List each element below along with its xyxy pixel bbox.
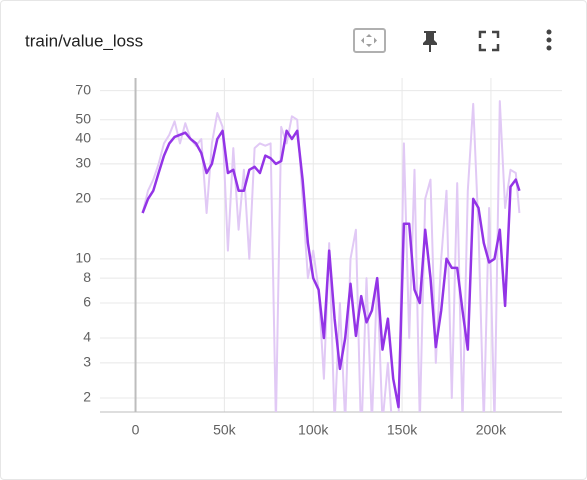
y-tick-label: 10 [75, 250, 91, 266]
x-tick-label: 100k [298, 422, 329, 438]
y-tick-label: 8 [83, 269, 91, 285]
y-tick-label: 3 [83, 354, 91, 370]
y-tick-label: 50 [75, 110, 91, 126]
x-tick-label: 150k [387, 422, 418, 438]
series-line [141, 100, 521, 412]
y-tick-label: 40 [75, 130, 91, 146]
y-tick-label: 6 [83, 294, 91, 310]
chart-title: train/value_loss [25, 31, 143, 50]
y-tick-label: 2 [83, 389, 91, 405]
y-tick-label: 70 [75, 81, 91, 97]
y-tick-label: 30 [75, 155, 91, 171]
plot-area [141, 100, 521, 412]
x-tick-label: 0 [132, 422, 140, 438]
x-tick-label: 50k [213, 422, 237, 438]
x-tick-label: 200k [476, 422, 507, 438]
series-line [141, 129, 521, 409]
fullscreen-icon[interactable] [478, 30, 500, 52]
more-icon[interactable] [546, 29, 552, 51]
y-tick-label: 20 [75, 190, 91, 206]
fit-icon[interactable] [353, 28, 386, 53]
pin-icon[interactable] [423, 31, 437, 52]
y-tick-label: 4 [83, 329, 91, 345]
